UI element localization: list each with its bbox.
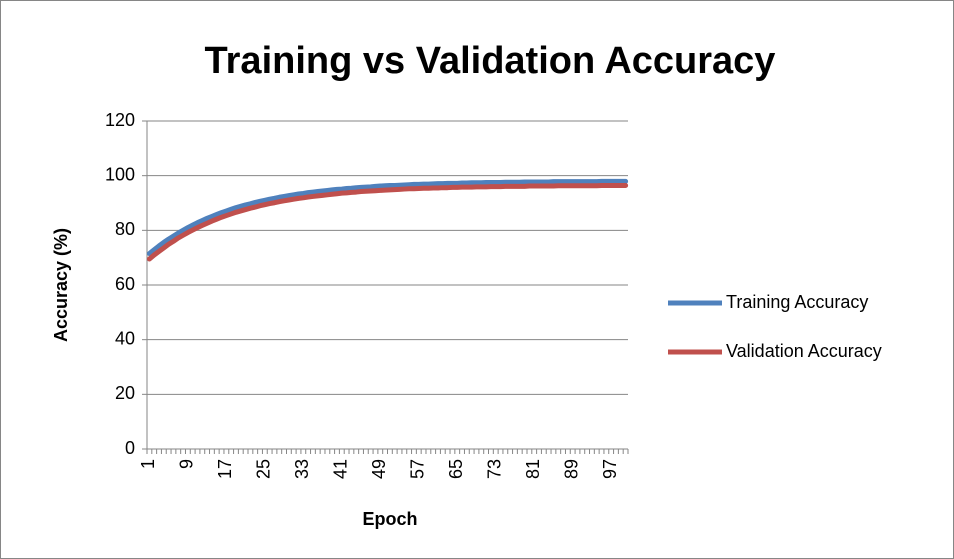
x-tick-label: 97: [600, 459, 620, 479]
y-tick-label: 100: [105, 164, 135, 184]
series-line: [146, 183, 629, 262]
x-tick-label: 49: [369, 459, 389, 479]
x-tick-label: 9: [177, 459, 197, 469]
x-tick-label: 17: [215, 459, 235, 479]
y-tick-label: 80: [115, 219, 135, 239]
y-tick-label: 120: [105, 110, 135, 130]
x-tick-label: 65: [446, 459, 466, 479]
legend-label: Validation Accuracy: [726, 341, 882, 361]
x-tick-label: 41: [331, 459, 351, 479]
x-tick-label: 1: [138, 459, 158, 469]
y-tick-label: 60: [115, 274, 135, 294]
x-tick-label: 57: [408, 459, 428, 479]
y-tick-label: 0: [125, 438, 135, 458]
x-tick-label: 73: [484, 459, 504, 479]
y-axis-title: Accuracy (%): [51, 228, 71, 342]
series-line: [146, 178, 629, 257]
x-axis-title: Epoch: [362, 509, 417, 529]
legend-label: Training Accuracy: [726, 292, 868, 312]
x-tick-label: 81: [523, 459, 543, 479]
y-tick-label: 40: [115, 328, 135, 348]
x-tick-label: 25: [254, 459, 274, 479]
x-tick-label: 33: [292, 459, 312, 479]
x-tick-label: 89: [561, 459, 581, 479]
y-tick-label: 20: [115, 383, 135, 403]
chart-title: Training vs Validation Accuracy: [205, 40, 776, 82]
